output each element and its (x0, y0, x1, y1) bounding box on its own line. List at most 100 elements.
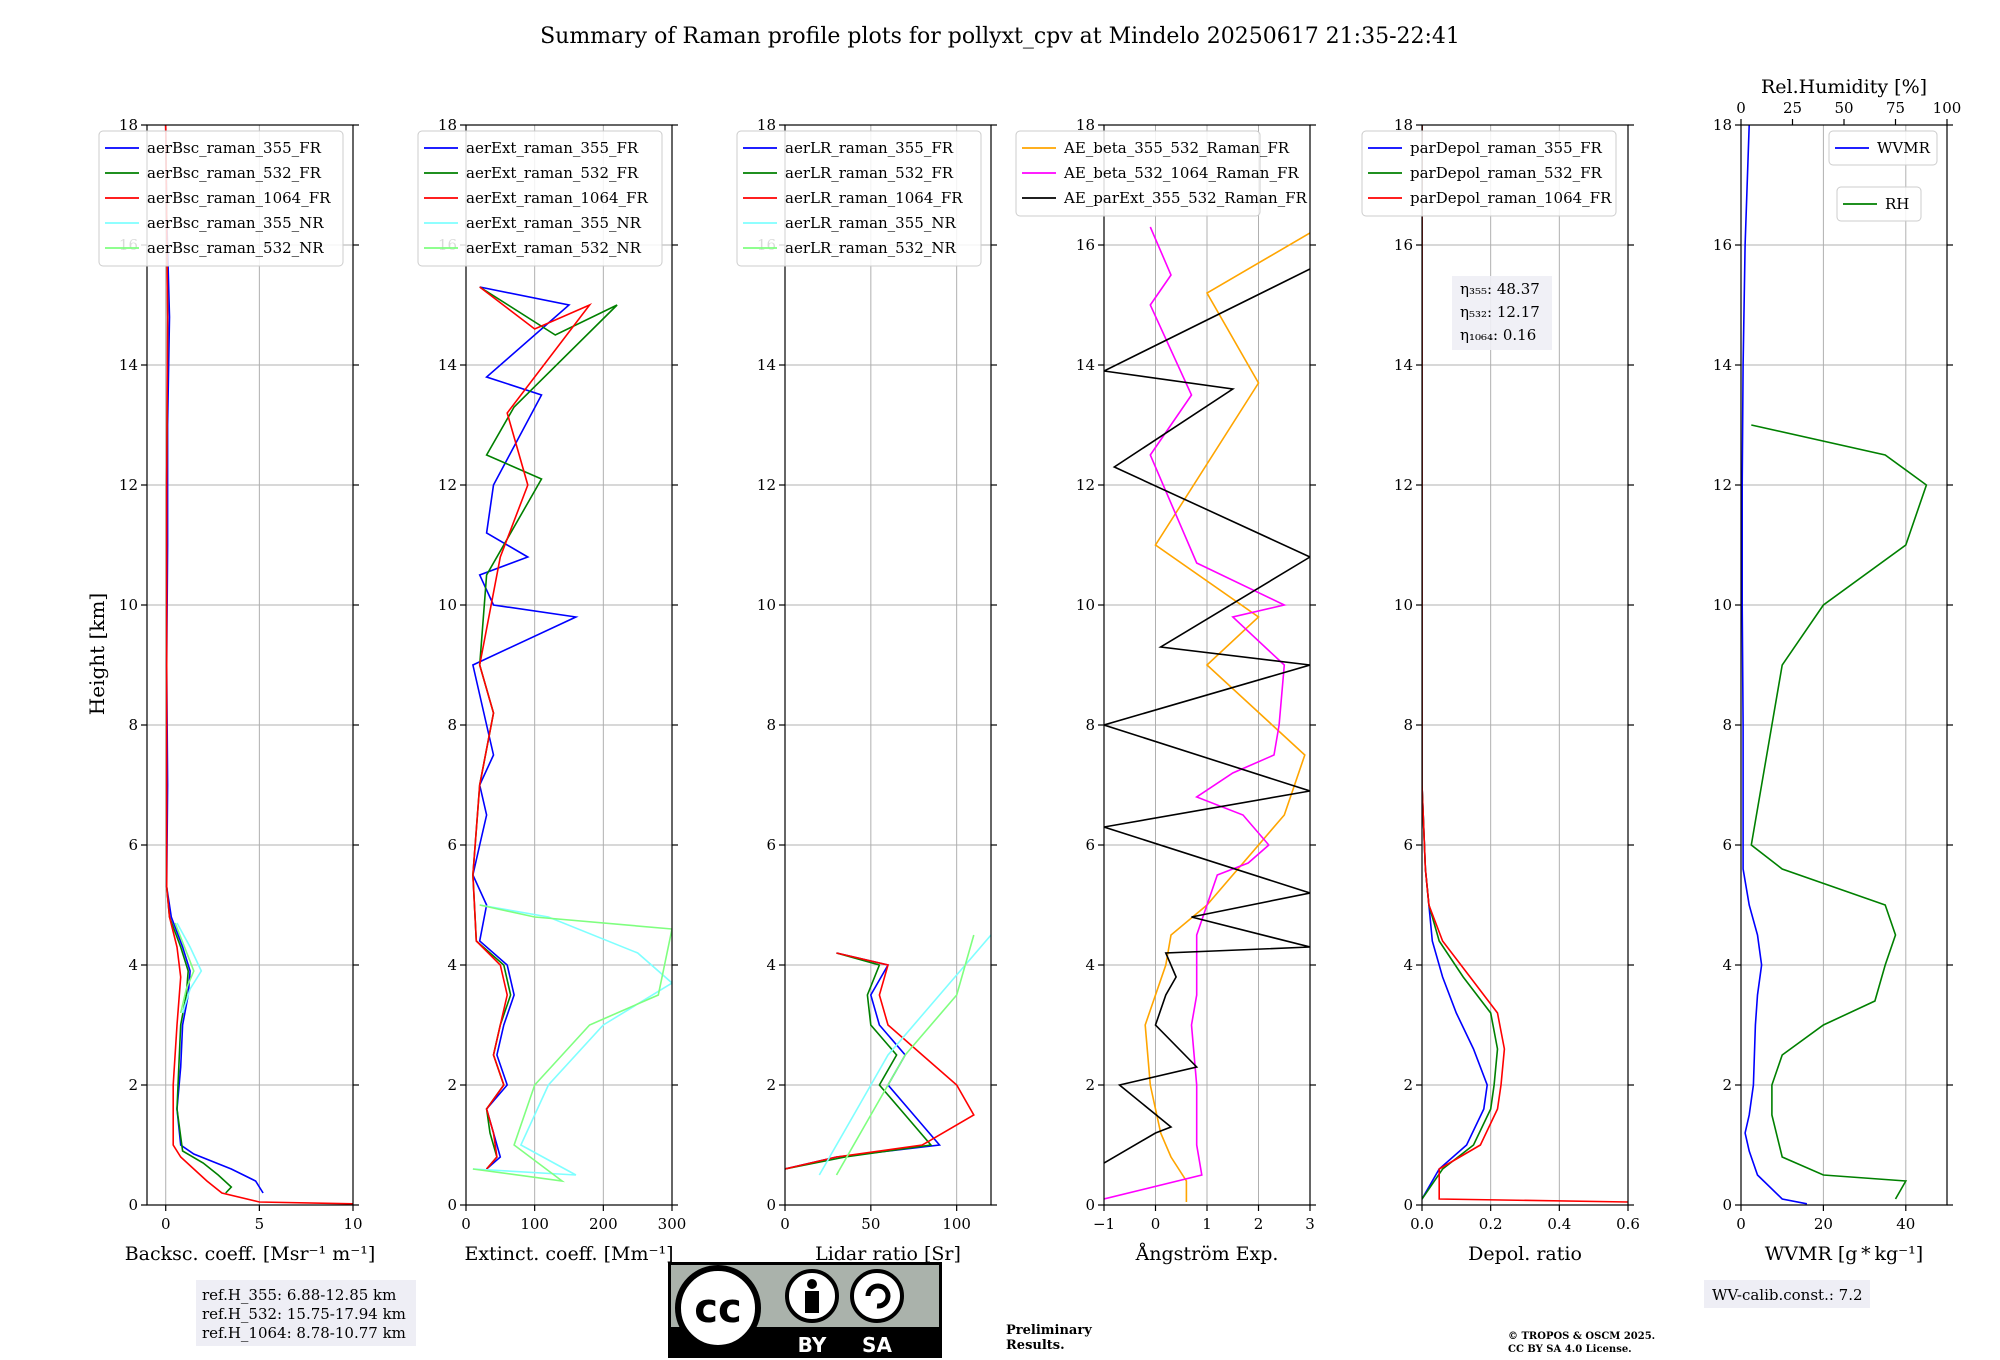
y-tick-label: 2 (1722, 1076, 1732, 1094)
y-tick-label: 16 (1076, 236, 1095, 254)
top-x-tick-label: 50 (1834, 99, 1853, 117)
cc-license-badge: cc BY SA (668, 1262, 942, 1358)
y-tick-label: 8 (1085, 716, 1095, 734)
cc-icon (675, 1265, 761, 1351)
legend-label: AE_beta_532_1064_Raman_FR (1063, 164, 1299, 182)
legend-box (1836, 186, 1922, 222)
person-head-icon (807, 1279, 817, 1289)
x-tick-label: 0.4 (1547, 1215, 1571, 1233)
series-parDepol_raman_1064_FR (1422, 125, 1628, 1203)
y-tick-label: 16 (1394, 236, 1413, 254)
y-tick-label: 16 (1713, 236, 1732, 254)
legend-label: AE_parExt_355_532_Raman_FR (1063, 189, 1308, 207)
legend: AE_beta_355_532_Raman_FR AE_beta_532_1064… (1015, 130, 1308, 217)
legend-label: aerExt_raman_532_FR (466, 164, 639, 182)
y-tick-label: 2 (128, 1076, 138, 1094)
y-tick-label: 12 (1713, 476, 1732, 494)
top-x-tick-label: 100 (1933, 99, 1962, 117)
legend-label: aerExt_raman_1064_FR (466, 189, 648, 207)
figure-title: Summary of Raman profile plots for polly… (540, 24, 1460, 49)
y-tick-label: 0 (766, 1196, 776, 1214)
legend-label: RH (1885, 195, 1909, 213)
series-group (471, 286, 672, 1183)
ref-h-532: ref.H_532: 15.75-17.94 km (202, 1305, 406, 1323)
series-group (1741, 125, 1928, 1205)
wv-calib-text: WV-calib.const.: 7.2 (1712, 1286, 1863, 1304)
panels: 0246810121416180510Backsc. coeff. [Msr⁻¹… (98, 76, 1961, 1265)
series-aerExt_raman_1064_FR (472, 286, 593, 1170)
y-tick-label: 6 (1722, 836, 1732, 854)
series-aerBsc_raman_355_NR (176, 922, 203, 1014)
x-tick-label: 200 (589, 1215, 618, 1233)
legend-label: aerLR_raman_355_FR (785, 139, 954, 157)
series-AE_beta_532_1064_Raman_FR (1104, 226, 1287, 1200)
top-x-tick-label: 0 (1736, 99, 1746, 117)
y-tick-label: 10 (1394, 596, 1413, 614)
wv-calib-box: WV-calib.const.: 7.2 (1704, 1280, 1870, 1308)
x-tick-label: 100 (520, 1215, 549, 1233)
series-group (1104, 226, 1310, 1202)
y-tick-label: 10 (1713, 596, 1732, 614)
ref-h-355: ref.H_355: 6.88-12.85 km (202, 1286, 396, 1304)
y-tick-label: 10 (757, 596, 776, 614)
y-tick-label: 10 (119, 596, 138, 614)
sa-share-icon (850, 1269, 904, 1323)
y-tick-label: 0 (1085, 1196, 1095, 1214)
by-label: BY (798, 1333, 827, 1357)
axes-frame (784, 124, 992, 1206)
cc-letters: cc (694, 1286, 741, 1332)
y-tick-label: 10 (438, 596, 457, 614)
series-aerLR_raman_532_FR (785, 952, 933, 1170)
x-tick-label: 1 (1202, 1215, 1212, 1233)
x-axis-label: Depol. ratio (1468, 1243, 1582, 1265)
y-tick-label: 14 (1713, 356, 1732, 374)
panel-ext: 0246810121416180100200300Extinct. coeff.… (417, 116, 686, 1265)
legend-label: parDepol_raman_355_FR (1410, 139, 1603, 157)
legend-label: aerLR_raman_532_FR (785, 164, 954, 182)
legend-label: aerLR_raman_1064_FR (785, 189, 963, 207)
x-tick-label: 0 (780, 1215, 790, 1233)
top-x-tick-label: 75 (1886, 99, 1905, 117)
legend-label: aerExt_raman_532_NR (466, 239, 642, 257)
y-tick-label: 10 (1076, 596, 1095, 614)
sa-label: SA (862, 1333, 892, 1357)
y-tick-label: 14 (119, 356, 138, 374)
y-tick-label: 4 (766, 956, 776, 974)
x-tick-label: 40 (1896, 1215, 1915, 1233)
y-tick-label: 8 (447, 716, 457, 734)
ref-heights-box: ref.H_355: 6.88-12.85 km ref.H_532: 15.7… (196, 1280, 416, 1346)
legend-label: aerBsc_raman_355_FR (147, 139, 322, 157)
y-tick-label: 8 (128, 716, 138, 734)
legend-label: AE_beta_355_532_Raman_FR (1063, 139, 1290, 157)
legend-box (1015, 130, 1261, 217)
eta-532: η₅₃₂: 12.17 (1460, 303, 1540, 321)
axes-frame (1740, 124, 1948, 1206)
x-tick-label: 10 (343, 1215, 362, 1233)
x-tick-label: 100 (942, 1215, 971, 1233)
legend-box (1828, 130, 1938, 166)
series-aerExt_raman_355_NR (472, 904, 672, 1176)
top-x-tick-label: 25 (1783, 99, 1802, 117)
axes-frame (465, 124, 673, 1206)
legend-box (98, 130, 344, 267)
legend-box (1361, 130, 1617, 217)
legend-label: aerBsc_raman_532_NR (147, 239, 324, 257)
x-tick-label: −1 (1093, 1215, 1115, 1233)
legend: aerLR_raman_355_FR aerLR_raman_532_FR aerL… (736, 130, 982, 267)
x-tick-label: 2 (1254, 1215, 1264, 1233)
y-tick-label: 12 (1394, 476, 1413, 494)
y-tick-label: 0 (1403, 1196, 1413, 1214)
series-AE_beta_355_532_Raman_FR (1144, 232, 1310, 1202)
y-tick-label: 6 (447, 836, 457, 854)
y-tick-label: 2 (1085, 1076, 1095, 1094)
copyright-line2: CC BY SA 4.0 License. (1508, 1344, 1632, 1355)
y-tick-label: 6 (1085, 836, 1095, 854)
legend-label: WVMR (1877, 139, 1931, 157)
ref-h-1064: ref.H_1064: 8.78-10.77 km (202, 1324, 406, 1342)
legend-label: aerBsc_raman_355_NR (147, 214, 324, 232)
eta-355: η₃₅₅: 48.37 (1460, 280, 1540, 298)
y-tick-label: 2 (766, 1076, 776, 1094)
series-aerLR_raman_355_FR (785, 952, 942, 1170)
panel-dep: 0 2 4 6 8 10 12 14 16 18 0.0 0.2 0.4 0.6 Depol. ratio p… (1361, 116, 1640, 1265)
